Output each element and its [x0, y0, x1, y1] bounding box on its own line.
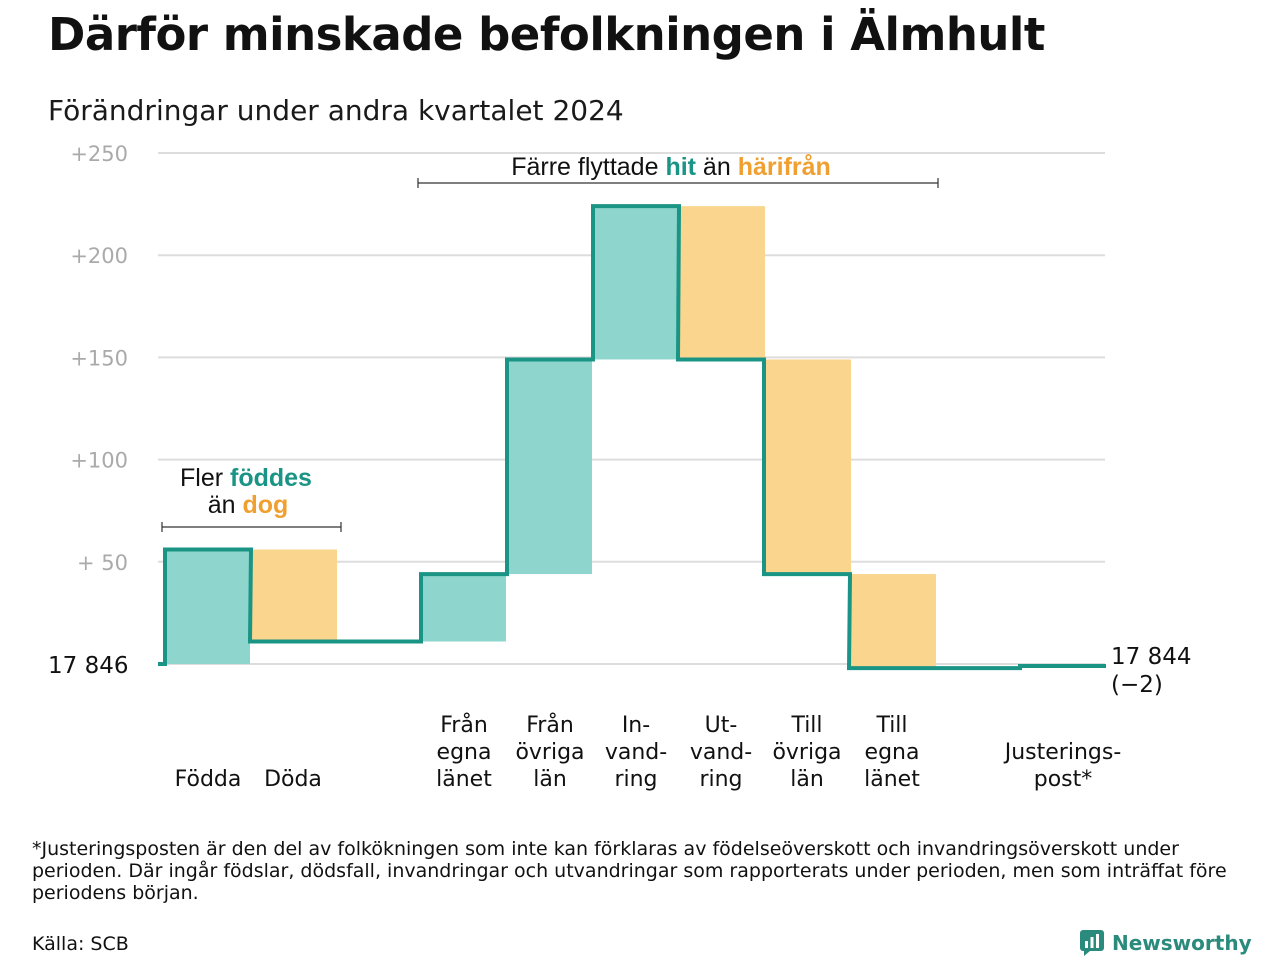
annotation-part: hit: [665, 153, 696, 181]
y-tick-label: +250: [70, 142, 128, 166]
annotation-part: än: [208, 491, 243, 519]
footnote: *Justeringsposten är den del av folkökni…: [32, 838, 1227, 904]
x-category-label: län: [790, 767, 824, 792]
waterfall-bar: [766, 359, 851, 575]
x-category-label: ring: [614, 767, 657, 792]
annotation-births-line2: än dog: [208, 491, 289, 519]
waterfall-bar: [851, 574, 936, 669]
y-tick-label: +100: [70, 449, 128, 473]
x-category-label: Ut-: [705, 713, 738, 738]
annotation-part: dog: [242, 491, 288, 519]
x-category-label: länet: [436, 767, 492, 792]
start-value-label: 17 846: [48, 653, 128, 679]
x-category-label: Från: [526, 712, 574, 738]
x-category-label: Döda: [264, 767, 322, 792]
x-category-label: län: [533, 767, 567, 792]
annotation-migration: Färre flyttade hit än härifrån: [511, 153, 831, 181]
x-category-label: post*: [1034, 767, 1093, 792]
cumulative-line: [158, 204, 1106, 671]
x-category-label: vand-: [605, 740, 667, 765]
brand-name: Newsworthy: [1112, 931, 1252, 955]
x-category-label: länet: [864, 767, 920, 792]
annotation-part: Färre flyttade: [511, 153, 665, 181]
annotation-part: Fler: [180, 464, 230, 492]
x-category-label: Till: [875, 713, 907, 738]
newsworthy-icon: [1080, 930, 1104, 956]
x-category-label: egna: [437, 740, 492, 765]
annotation-part: föddes: [230, 464, 312, 492]
source-label: Källa: SCB: [32, 933, 129, 955]
waterfall-bar: [252, 549, 337, 642]
waterfall-bar: [421, 574, 506, 642]
waterfall-bar: [593, 206, 678, 360]
y-tick-label: + 50: [77, 551, 128, 575]
y-tick-label: +150: [70, 346, 128, 370]
x-category-label: vand-: [690, 740, 752, 765]
end-value-label: 17 844: [1111, 644, 1191, 670]
annotation-part: härifrån: [738, 153, 831, 181]
x-category-label: Justerings-: [1003, 740, 1122, 765]
x-category-label: In-: [622, 713, 650, 738]
annotation-births-line1: Fler föddes: [180, 464, 312, 492]
x-category-label: övriga: [515, 740, 584, 765]
x-category-label: ring: [699, 767, 742, 792]
x-category-label: Från: [440, 712, 488, 738]
x-category-label: Födda: [175, 767, 242, 792]
waterfall-bar: [507, 359, 592, 575]
waterfall-bar: [680, 206, 765, 360]
end-change-label: (−2): [1111, 672, 1163, 698]
annotation-part: än: [696, 153, 738, 181]
chart-title: Därför minskade befolkningen i Älmhult: [48, 8, 1045, 61]
y-tick-label: +200: [70, 244, 128, 268]
x-category-label: övriga: [772, 740, 841, 765]
waterfall-chart: + 50 +100 +150 +200 +250 17 846 17 844(−2) Född…: [48, 142, 1191, 792]
x-category-label: egna: [865, 740, 920, 765]
brand-logo: Newsworthy: [1080, 928, 1252, 958]
x-category-label: Till: [790, 713, 822, 738]
waterfall-bar: [165, 549, 250, 664]
chart-subtitle: Förändringar under andra kvartalet 2024: [48, 94, 624, 127]
